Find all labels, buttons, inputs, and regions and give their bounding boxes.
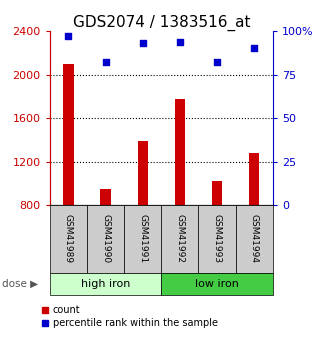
Text: low iron: low iron	[195, 279, 239, 289]
Legend: count, percentile rank within the sample: count, percentile rank within the sample	[37, 302, 221, 332]
Text: GSM41990: GSM41990	[101, 214, 110, 264]
Text: dose ▶: dose ▶	[2, 279, 38, 289]
Text: GSM41989: GSM41989	[64, 214, 73, 264]
Text: GSM41991: GSM41991	[138, 214, 147, 264]
Text: GSM41992: GSM41992	[175, 214, 184, 264]
Title: GDS2074 / 1383516_at: GDS2074 / 1383516_at	[73, 15, 250, 31]
Bar	[63, 64, 74, 292]
Point	[103, 60, 108, 65]
Bar	[100, 189, 111, 292]
Text: high iron: high iron	[81, 279, 130, 289]
Bar	[249, 153, 259, 292]
Point	[66, 33, 71, 39]
Point	[252, 46, 257, 51]
Text: GSM41994: GSM41994	[250, 214, 259, 264]
Bar	[137, 141, 148, 292]
Point	[214, 60, 220, 65]
Point	[177, 39, 182, 44]
Point	[140, 40, 145, 46]
Bar	[175, 99, 185, 292]
Text: GSM41993: GSM41993	[213, 214, 221, 264]
Bar	[212, 181, 222, 292]
